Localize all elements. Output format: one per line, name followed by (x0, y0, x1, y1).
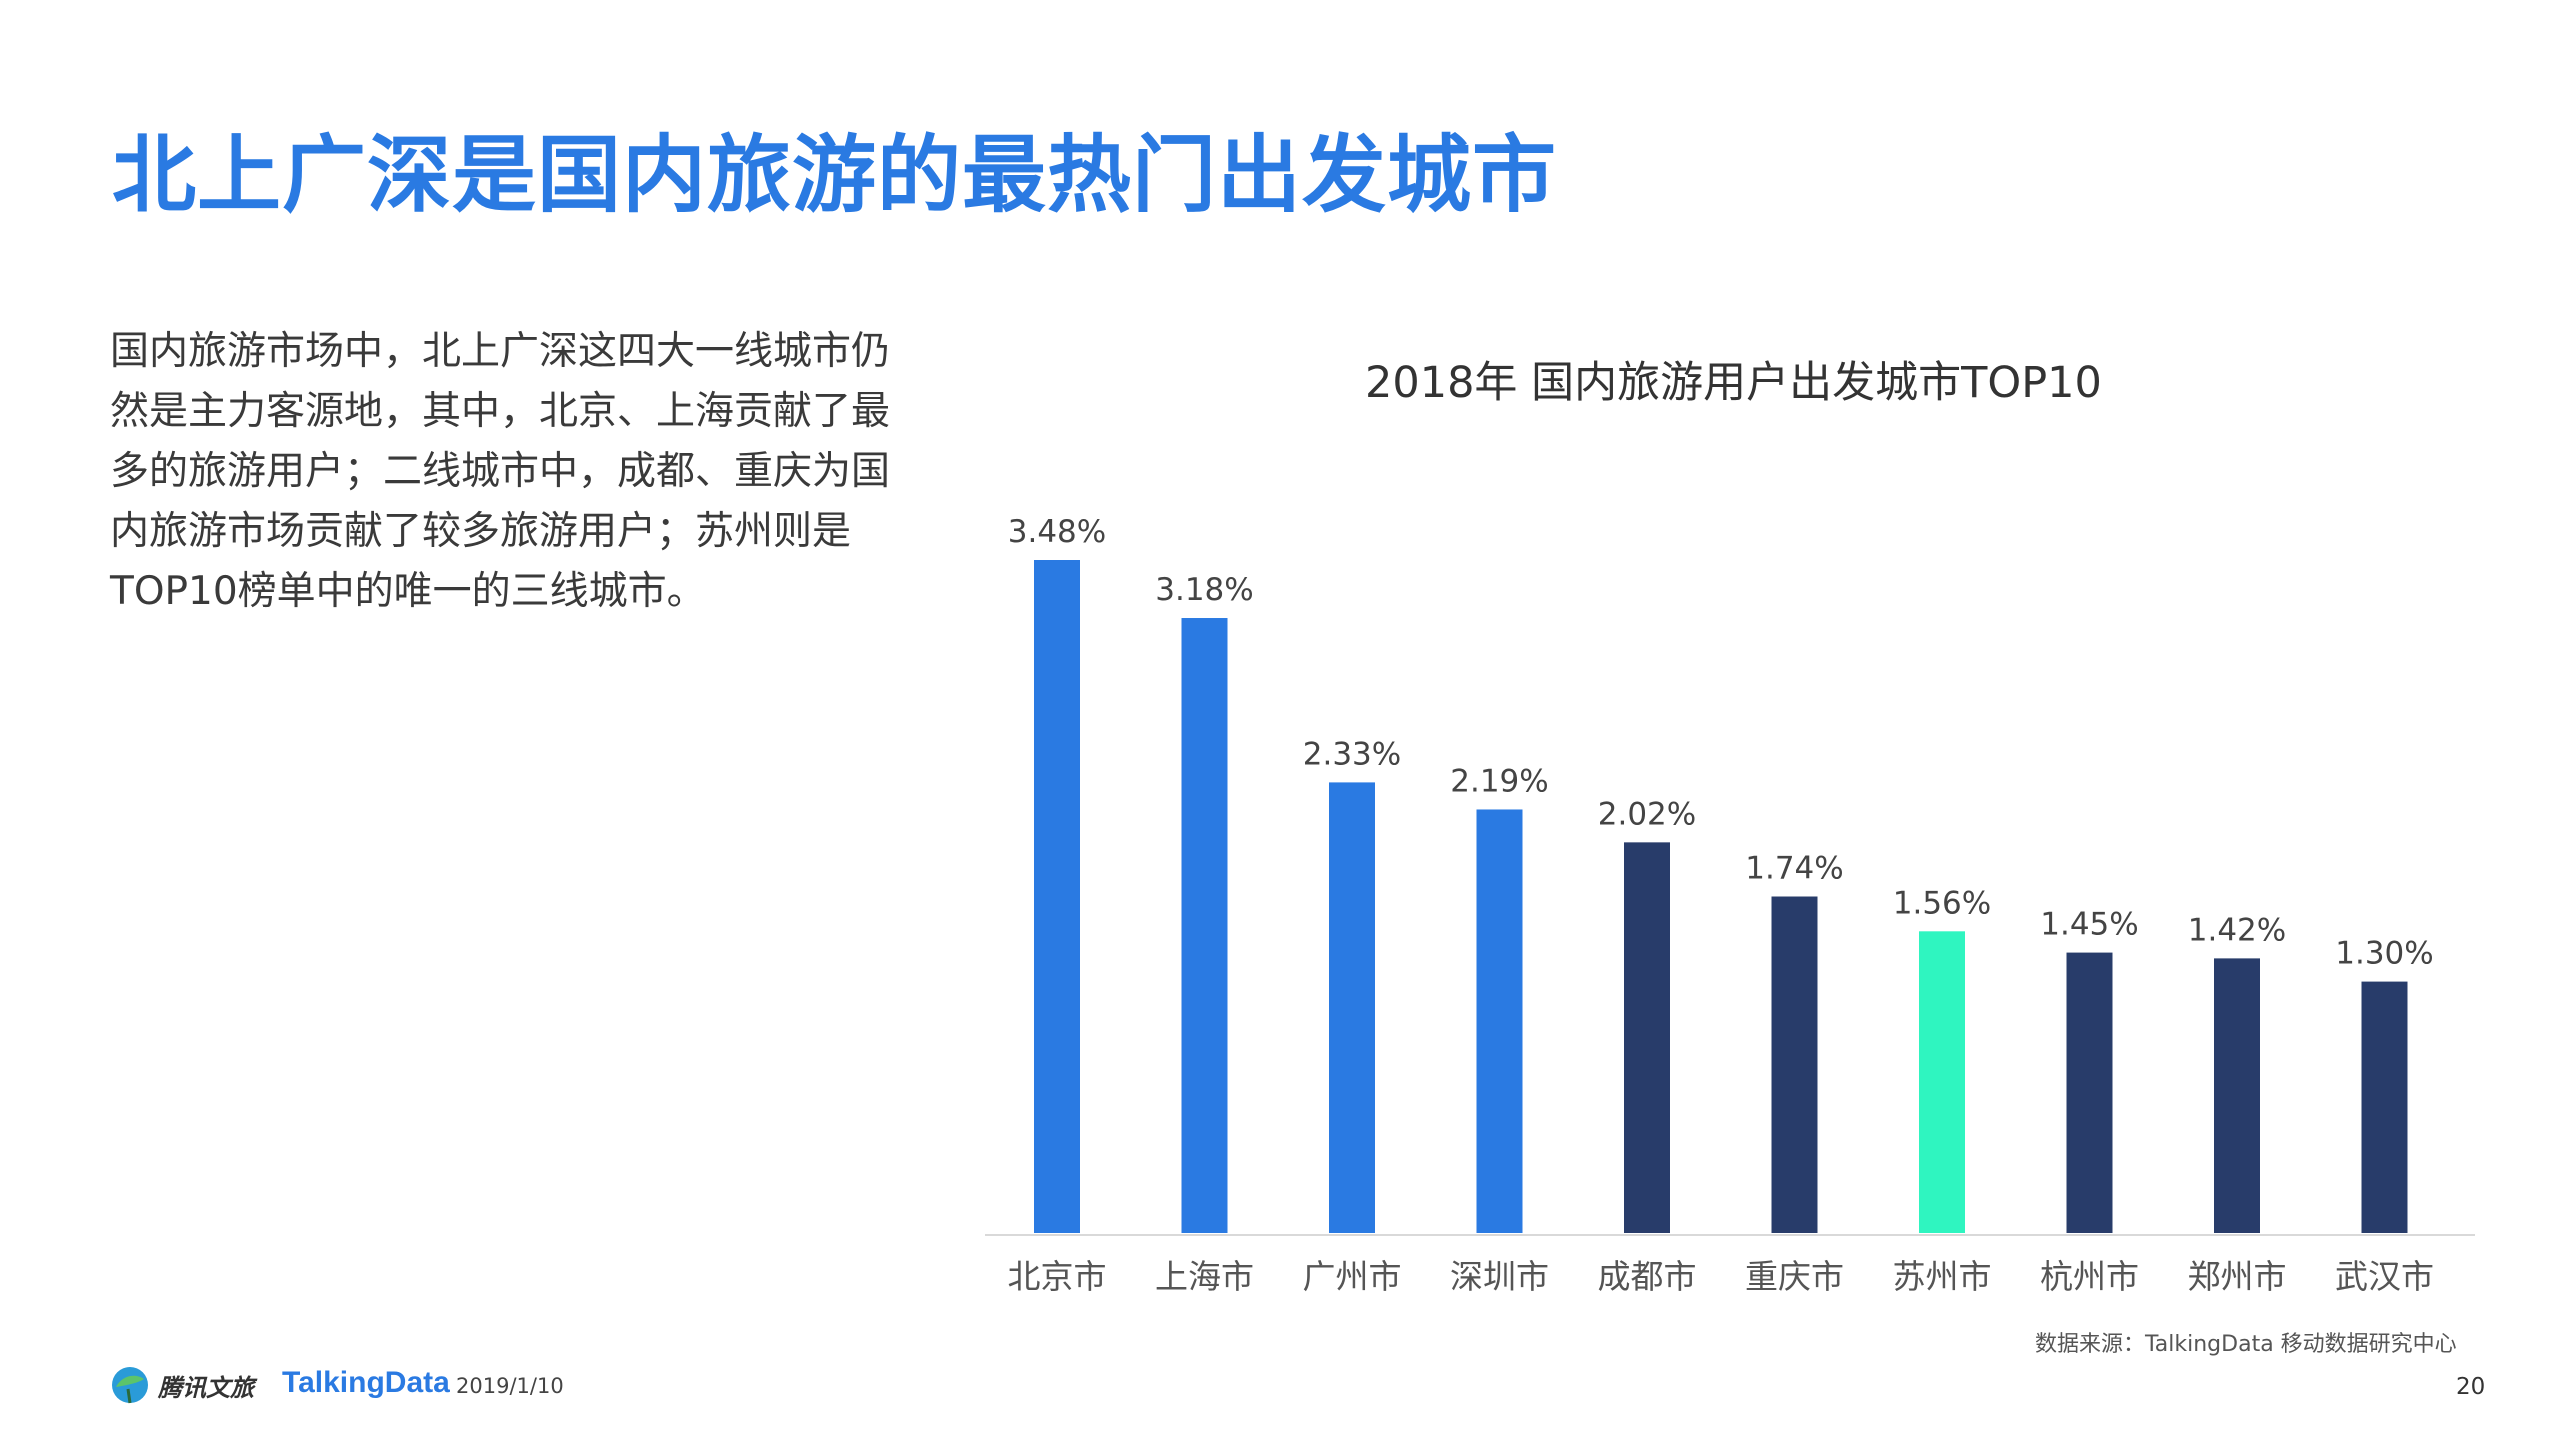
value-label: 3.48% (1008, 514, 1106, 550)
data-source: 数据来源：TalkingData 移动数据研究中心 (2035, 1332, 2457, 1357)
bar-北京市 (1034, 560, 1080, 1233)
category-label: 杭州市 (2040, 1257, 2139, 1296)
category-label: 重庆市 (1745, 1257, 1844, 1296)
category-label: 郑州市 (2188, 1257, 2287, 1296)
description-text: 国内旅游市场中，北上广深这四大一线城市仍然是主力客源地，其中，北京、上海贡献了最… (110, 329, 891, 614)
value-label: 2.33% (1303, 736, 1401, 772)
value-label: 1.56% (1893, 885, 1991, 921)
chart-title: 2018年 国内旅游用户出发城市TOP10 (1365, 358, 2102, 408)
category-label: 广州市 (1303, 1257, 1402, 1296)
bars-layer: 3.48% 北京市 3.18% 上海市 2.33% 广州市 2.19% 深圳市 2.02% 成都市… (1008, 514, 2435, 1296)
talkingdata-logo: TalkingData (282, 1366, 450, 1399)
category-label: 深圳市 (1450, 1257, 1549, 1296)
bar-成都市 (1624, 842, 1670, 1233)
value-label: 1.30% (2335, 936, 2433, 972)
bar-杭州市 (2066, 952, 2113, 1233)
tencent-logo: 腾讯文旅 (110, 1362, 254, 1408)
bar-郑州市 (2214, 958, 2260, 1233)
bar-苏州市 (1919, 931, 1965, 1233)
value-label: 1.42% (2188, 912, 2286, 948)
bar-广州市 (1329, 782, 1375, 1233)
value-label: 3.18% (1155, 572, 1253, 608)
value-label: 2.02% (1598, 796, 1696, 832)
page-number: 20 (2456, 1374, 2486, 1400)
bar-武汉市 (2361, 981, 2408, 1233)
category-label: 北京市 (1008, 1257, 1107, 1296)
value-label: 1.45% (2040, 907, 2138, 943)
value-label: 2.19% (1450, 763, 1548, 799)
page-title: 北上广深是国内旅游的最热门出发城市 (112, 126, 1558, 224)
logo-text: 腾讯文旅 (158, 1373, 254, 1402)
category-label: 武汉市 (2335, 1257, 2434, 1296)
bar-上海市 (1181, 618, 1228, 1233)
category-label: 苏州市 (1893, 1257, 1992, 1296)
bar-重庆市 (1771, 896, 1818, 1233)
bar-深圳市 (1476, 809, 1523, 1233)
category-label: 上海市 (1155, 1257, 1254, 1296)
value-label: 1.74% (1745, 851, 1843, 887)
footer-date: 2019/1/10 (456, 1374, 564, 1398)
leaf-globe-icon (112, 1367, 148, 1404)
category-label: 成都市 (1598, 1257, 1697, 1296)
